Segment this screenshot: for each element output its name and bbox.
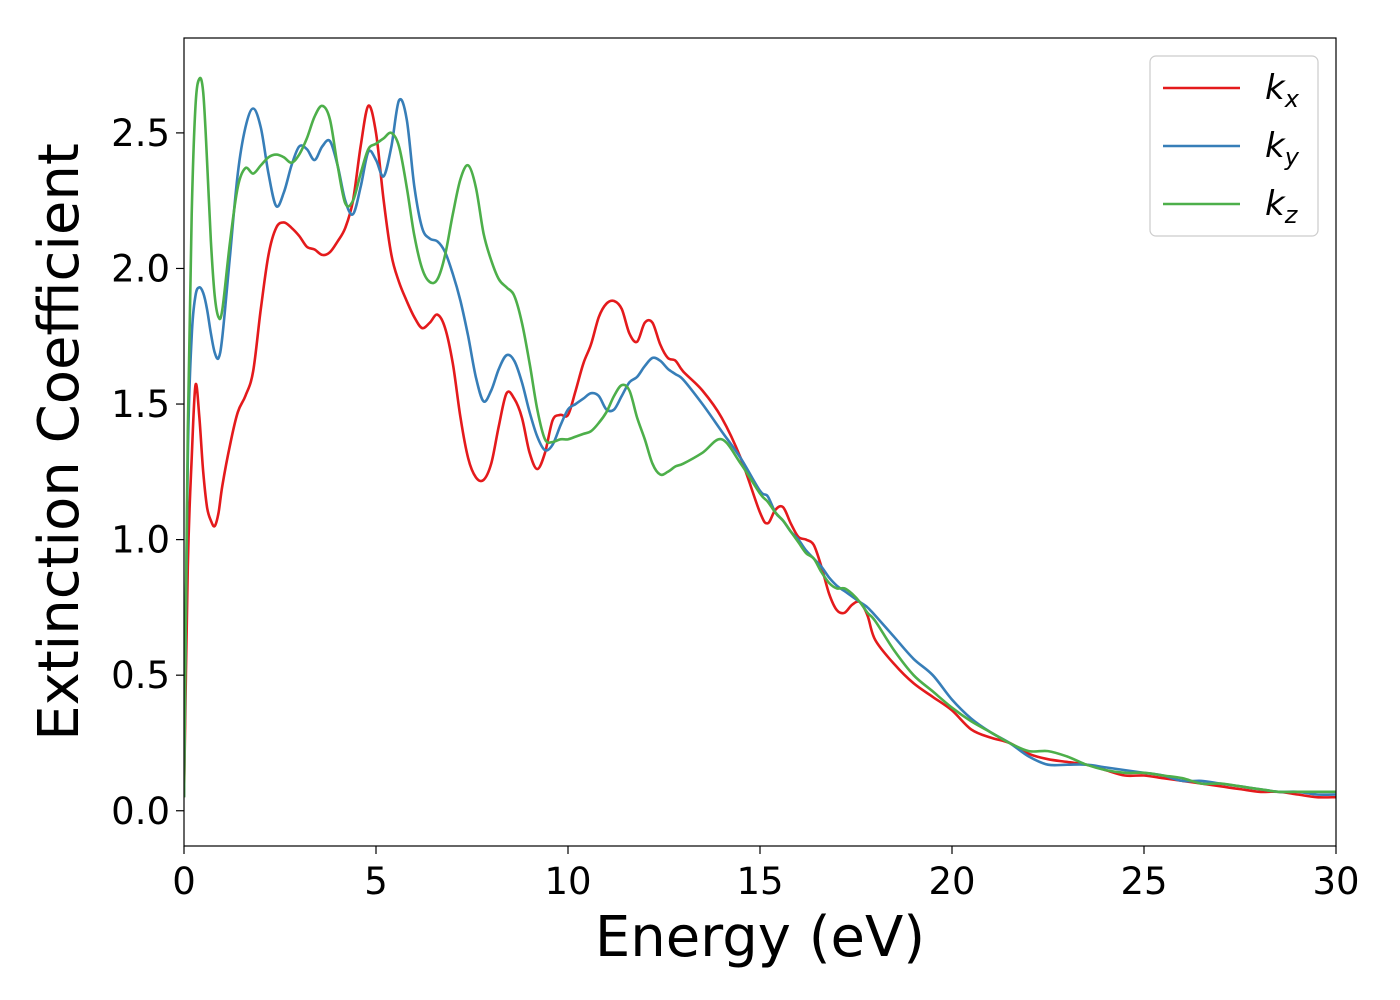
x-tick-label: 5 bbox=[364, 860, 388, 903]
x-tick-label: 10 bbox=[544, 860, 591, 903]
series-line-z bbox=[184, 76, 1336, 798]
series-line-x bbox=[184, 104, 1336, 799]
y-axis: 0.0 0.5 1.0 1.5 2.0 2.5 bbox=[111, 112, 184, 833]
legend-label-z: kz bbox=[1265, 184, 1299, 229]
series-line-y bbox=[184, 98, 1336, 798]
plot-lines bbox=[184, 76, 1336, 799]
y-tick-label: 0.5 bbox=[111, 654, 170, 697]
x-tick-label: 15 bbox=[736, 860, 783, 903]
x-axis: 0 5 10 15 20 25 30 bbox=[172, 846, 1360, 903]
y-tick-label: 2.5 bbox=[111, 112, 170, 155]
y-tick-label: 2.0 bbox=[111, 247, 170, 290]
x-axis-title: Energy (eV) bbox=[595, 905, 925, 970]
legend-label-x: kx bbox=[1265, 68, 1300, 113]
x-tick-label: 30 bbox=[1312, 860, 1359, 903]
y-tick-label: 1.0 bbox=[111, 519, 170, 562]
y-tick-label: 0.0 bbox=[111, 790, 170, 833]
x-tick-label: 20 bbox=[928, 860, 975, 903]
x-tick-label: 25 bbox=[1120, 860, 1167, 903]
x-tick-label: 0 bbox=[172, 860, 196, 903]
legend: kx ky kz bbox=[1149, 55, 1319, 237]
y-tick-label: 1.5 bbox=[111, 383, 170, 426]
legend-label-y: ky bbox=[1265, 126, 1300, 171]
y-axis-title: Extinction Coefficient bbox=[27, 143, 92, 741]
